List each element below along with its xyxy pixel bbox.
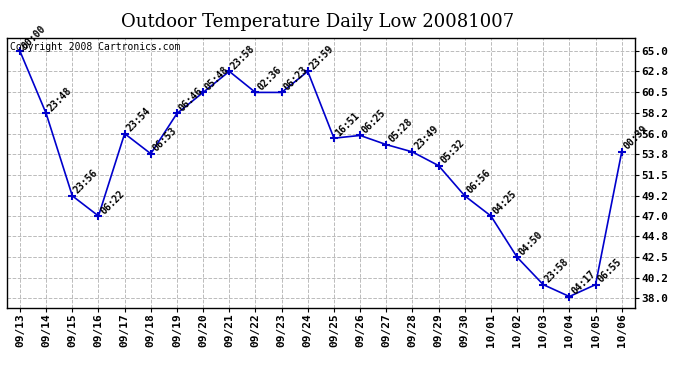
Text: 04:50: 04:50: [517, 230, 545, 257]
Text: 23:59: 23:59: [308, 44, 335, 71]
Text: 06:56: 06:56: [465, 168, 493, 196]
Text: Outdoor Temperature Daily Low 20081007: Outdoor Temperature Daily Low 20081007: [121, 13, 514, 31]
Text: 00:39: 00:39: [622, 124, 649, 152]
Text: 05:32: 05:32: [439, 138, 466, 166]
Text: 04:25: 04:25: [491, 188, 519, 216]
Text: 16:51: 16:51: [334, 110, 362, 138]
Text: 06:25: 06:25: [360, 108, 388, 135]
Text: 23:54: 23:54: [125, 106, 152, 134]
Text: 04:17: 04:17: [569, 268, 598, 297]
Text: 23:56: 23:56: [72, 168, 100, 196]
Text: 23:48: 23:48: [46, 86, 74, 114]
Text: 06:55: 06:55: [595, 257, 623, 285]
Text: 23:49: 23:49: [413, 124, 440, 152]
Text: 05:48: 05:48: [203, 64, 231, 92]
Text: 06:46: 06:46: [177, 86, 205, 114]
Text: Copyright 2008 Cartronics.com: Copyright 2008 Cartronics.com: [10, 42, 180, 51]
Text: 06:22: 06:22: [99, 188, 126, 216]
Text: 06:53: 06:53: [151, 126, 179, 154]
Text: 02:36: 02:36: [255, 64, 284, 92]
Text: 06:23: 06:23: [282, 64, 309, 92]
Text: 23:58: 23:58: [229, 44, 257, 71]
Text: 23:58: 23:58: [543, 257, 571, 285]
Text: 05:28: 05:28: [386, 117, 414, 145]
Text: 00:00: 00:00: [20, 23, 48, 51]
